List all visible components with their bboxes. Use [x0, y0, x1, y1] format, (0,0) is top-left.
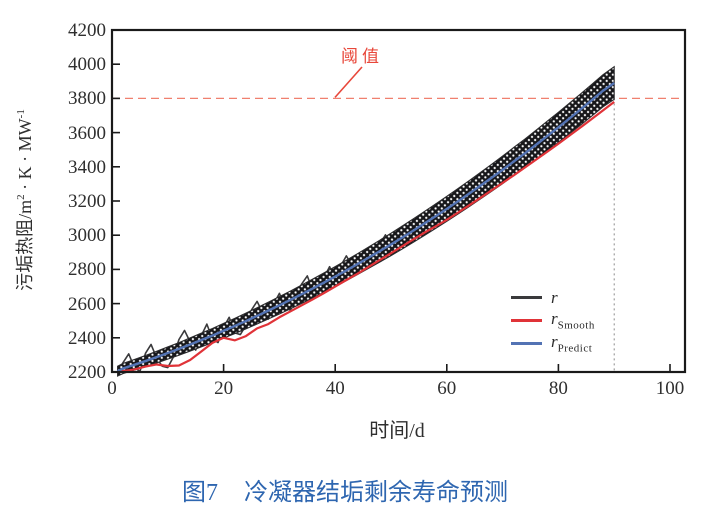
legend-swatch-Smooth — [511, 319, 542, 322]
x-tick-label: 100 — [655, 378, 685, 399]
y-axis-title: 污垢热阻/m2 · K · MW-1 — [11, 109, 37, 291]
series-r-predict-line — [117, 82, 615, 373]
legend-swatch-r — [511, 296, 542, 299]
x-tick-label: 0 — [107, 378, 117, 399]
x-axis-title: 时间/d — [369, 420, 425, 442]
y-tick-label: 4200 — [68, 20, 106, 41]
y-tick-label: 2800 — [68, 259, 106, 281]
legend-item: rPredict — [511, 332, 595, 355]
y-axis-title-sup1: 2 — [15, 194, 27, 200]
figure-caption: 图7 冷凝器结垢剩余寿命预测 — [0, 472, 690, 507]
y-tick-label: 3000 — [68, 225, 106, 247]
legend-label: r — [551, 288, 558, 307]
series-r-marker-band — [117, 65, 615, 377]
y-tick-label: 3200 — [68, 191, 106, 212]
y-tick-label: 2600 — [68, 293, 106, 315]
x-tick-label: 20 — [214, 378, 234, 399]
y-axis-title-mid: · K · MW — [15, 118, 35, 195]
legend: r rSmooth rPredict — [511, 286, 595, 355]
legend-label: rPredict — [551, 331, 593, 355]
figure-number: 图7 — [182, 480, 218, 506]
figure-title: 冷凝器结垢剩余寿命预测 — [244, 480, 508, 506]
x-tick-label: 80 — [548, 378, 568, 399]
legend-item: r — [511, 286, 595, 309]
legend-swatch-Predict — [511, 342, 542, 345]
series-r-smooth-line — [117, 100, 615, 374]
chart-canvas — [110, 28, 687, 377]
y-axis-title-prefix: 污垢热阻/m — [15, 199, 35, 291]
threshold-label: 阈值 — [341, 47, 383, 66]
y-axis-title-sup2: -1 — [15, 109, 27, 119]
y-tick-label: 2200 — [68, 362, 106, 383]
y-tick-label: 3800 — [68, 88, 106, 110]
y-tick-label: 3400 — [68, 156, 106, 178]
x-tick-label: 60 — [437, 378, 457, 399]
x-tick-label: 40 — [325, 378, 345, 399]
y-tick-label: 2400 — [68, 327, 106, 349]
legend-item: rSmooth — [511, 309, 595, 332]
legend-label: rSmooth — [551, 308, 595, 332]
y-tick-label: 4000 — [68, 54, 106, 76]
threshold-leader-line — [334, 66, 363, 98]
y-tick-label: 3600 — [68, 122, 106, 144]
